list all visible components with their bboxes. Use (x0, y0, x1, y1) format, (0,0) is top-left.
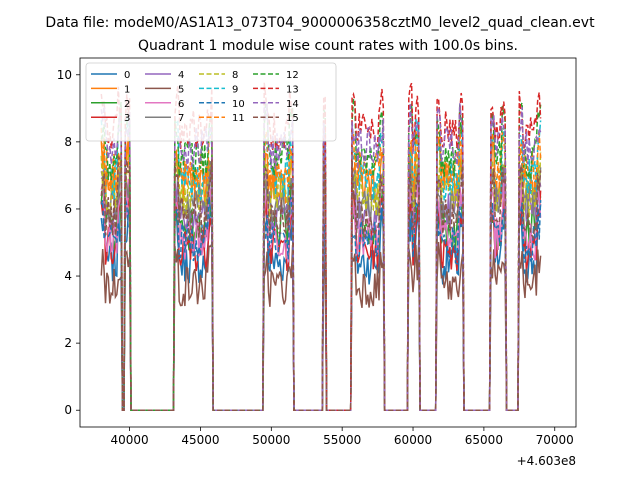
axis-ticks: 40000 45000 50000 55000 60000 65000 70000 0 2 4 6 8… (57, 68, 574, 447)
y-tick-label: 2 (64, 336, 72, 350)
y-tick-label: 6 (64, 202, 72, 216)
suptitle: Data file: modeM0/AS1A13_073T04_90000063… (45, 15, 595, 31)
legend-label-15: 15 (286, 113, 299, 124)
legend-label-0: 0 (124, 70, 130, 81)
y-tick-label: 0 (64, 403, 72, 417)
legend-label-1: 1 (124, 84, 130, 95)
series-layer (100, 82, 542, 411)
legend-label-5: 5 (178, 84, 184, 95)
legend-label-9: 9 (232, 84, 238, 95)
legend-label-2: 2 (124, 99, 130, 110)
x-tick-label: 55000 (323, 433, 361, 447)
legend-label-7: 7 (178, 113, 184, 124)
legend-box (85, 62, 337, 142)
legend-label-4: 4 (178, 70, 184, 81)
y-tick-label: 8 (64, 135, 72, 149)
legend-label-12: 12 (286, 70, 299, 81)
x-tick-label: 60000 (394, 433, 432, 447)
plot-frame (79, 57, 577, 428)
x-tick-label: 70000 (536, 433, 574, 447)
x-tick-label: 65000 (465, 433, 503, 447)
legend-label-6: 6 (178, 99, 184, 110)
y-tick-label: 4 (64, 269, 72, 283)
chart-title: Quadrant 1 module wise count rates with … (138, 38, 518, 54)
legend-label-3: 3 (124, 113, 130, 124)
legend-label-11: 11 (232, 113, 245, 124)
x-tick-label: 40000 (111, 433, 149, 447)
series-line-15 (100, 155, 542, 411)
legend-label-13: 13 (286, 84, 299, 95)
x-tick-label: 50000 (252, 433, 290, 447)
y-tick-label: 10 (57, 68, 72, 82)
legend-label-14: 14 (286, 99, 299, 110)
x-tick-label: 45000 (181, 433, 219, 447)
x-offset-label: +4.603e8 (517, 454, 576, 468)
legend-label-10: 10 (232, 99, 245, 110)
legend-label-8: 8 (232, 70, 238, 81)
